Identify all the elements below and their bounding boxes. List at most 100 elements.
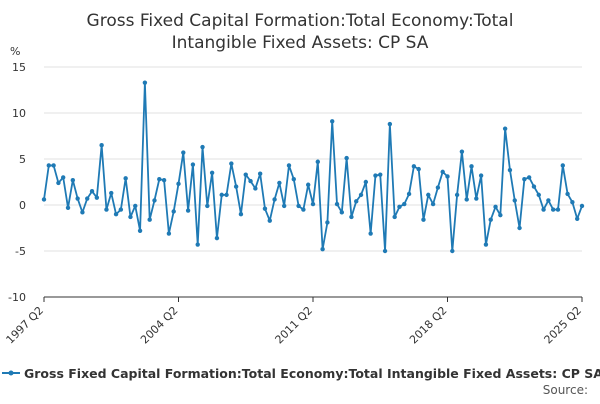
data-point bbox=[536, 192, 541, 198]
data-point bbox=[392, 214, 397, 220]
data-point bbox=[402, 201, 407, 207]
data-point bbox=[233, 184, 239, 189]
data-point bbox=[440, 169, 445, 175]
data-point bbox=[354, 199, 359, 204]
data-point bbox=[358, 192, 364, 198]
data-point bbox=[219, 192, 224, 198]
data-point bbox=[257, 171, 263, 176]
data-point bbox=[224, 192, 229, 198]
data-point bbox=[243, 172, 248, 177]
data-point bbox=[248, 178, 253, 184]
x-tick-labels: 1997 Q2 2004 Q2 2011 Q2 2018 Q2 2025 Q2 bbox=[4, 297, 585, 347]
data-point bbox=[531, 184, 537, 189]
data-point bbox=[85, 196, 90, 201]
data-point bbox=[526, 175, 532, 180]
data-point bbox=[267, 218, 272, 223]
data-point bbox=[185, 208, 191, 213]
data-point bbox=[310, 201, 316, 207]
data-point bbox=[498, 212, 503, 218]
data-point bbox=[363, 179, 369, 185]
data-point bbox=[507, 167, 513, 173]
data-point bbox=[99, 143, 104, 148]
data-point bbox=[89, 189, 95, 194]
data-point bbox=[459, 149, 465, 154]
data-point bbox=[421, 217, 426, 222]
chart-title-line-1: Gross Fixed Capital Formation:Total Econ… bbox=[87, 11, 514, 31]
data-point bbox=[373, 173, 378, 178]
data-point bbox=[565, 191, 570, 197]
data-point bbox=[123, 176, 128, 181]
data-point bbox=[306, 182, 311, 187]
data-point bbox=[493, 204, 498, 210]
legend: Gross Fixed Capital Formation:Total Econ… bbox=[2, 366, 600, 381]
data-point bbox=[109, 190, 114, 196]
data-point bbox=[147, 217, 152, 222]
data-point bbox=[176, 181, 181, 187]
data-point bbox=[430, 201, 436, 207]
data-point bbox=[51, 163, 56, 168]
data-point bbox=[416, 166, 421, 172]
data-point bbox=[56, 180, 61, 186]
data-point bbox=[205, 203, 210, 209]
data-point bbox=[65, 205, 71, 210]
data-point bbox=[445, 174, 450, 179]
data-point bbox=[560, 163, 565, 168]
series-line bbox=[43, 81, 583, 252]
data-point bbox=[483, 242, 489, 247]
data-point bbox=[200, 144, 205, 150]
data-point bbox=[137, 228, 143, 233]
data-point bbox=[209, 170, 215, 175]
data-point bbox=[94, 195, 100, 200]
data-point bbox=[161, 177, 167, 183]
chart-title-line-2: Intangible Fixed Assets: CP SA bbox=[172, 33, 429, 53]
data-point bbox=[142, 80, 148, 85]
x-tick-label: 2025 Q2 bbox=[542, 304, 585, 347]
data-point bbox=[334, 201, 340, 207]
data-point bbox=[157, 177, 162, 182]
data-point bbox=[546, 198, 551, 203]
data-point bbox=[320, 246, 325, 252]
data-point bbox=[397, 204, 402, 210]
data-point bbox=[368, 231, 373, 236]
y-axis-unit-label: % bbox=[10, 45, 20, 58]
data-point bbox=[272, 197, 277, 202]
data-point bbox=[171, 209, 176, 214]
data-point bbox=[277, 180, 282, 186]
data-point bbox=[181, 150, 186, 155]
data-point bbox=[301, 207, 306, 212]
data-point bbox=[152, 198, 157, 203]
y-tick-labels: 15 10 5 0 -5 -10 bbox=[8, 61, 26, 304]
legend-point-marker bbox=[8, 370, 14, 376]
data-point bbox=[575, 216, 580, 221]
data-point bbox=[339, 210, 345, 215]
data-point bbox=[166, 231, 172, 236]
x-tick-label: 1997 Q2 bbox=[4, 304, 47, 347]
data-point bbox=[464, 197, 469, 202]
data-point bbox=[382, 248, 388, 254]
y-tick-label: 15 bbox=[12, 61, 26, 74]
data-point bbox=[469, 164, 474, 169]
x-tick-label: 2004 Q2 bbox=[138, 304, 181, 347]
x-tick-label: 2018 Q2 bbox=[407, 304, 450, 347]
data-point bbox=[253, 186, 258, 191]
data-point bbox=[550, 207, 556, 212]
data-point bbox=[450, 248, 455, 254]
data-point bbox=[104, 207, 109, 212]
y-tick-label: -10 bbox=[8, 291, 26, 304]
data-point bbox=[570, 200, 575, 205]
data-point bbox=[281, 203, 287, 209]
y-tick-label: 5 bbox=[19, 153, 26, 166]
y-tick-label: -5 bbox=[15, 245, 26, 258]
data-point bbox=[118, 207, 124, 212]
source-label: Source: bbox=[543, 383, 588, 397]
data-point bbox=[296, 203, 301, 209]
data-point bbox=[488, 217, 493, 222]
data-point bbox=[426, 192, 431, 198]
data-point bbox=[238, 212, 244, 217]
series-layer bbox=[41, 80, 585, 254]
data-point bbox=[229, 161, 234, 166]
data-point bbox=[512, 198, 517, 203]
y-tick-label: 0 bbox=[19, 199, 26, 212]
y-tick-label: 10 bbox=[12, 107, 26, 120]
